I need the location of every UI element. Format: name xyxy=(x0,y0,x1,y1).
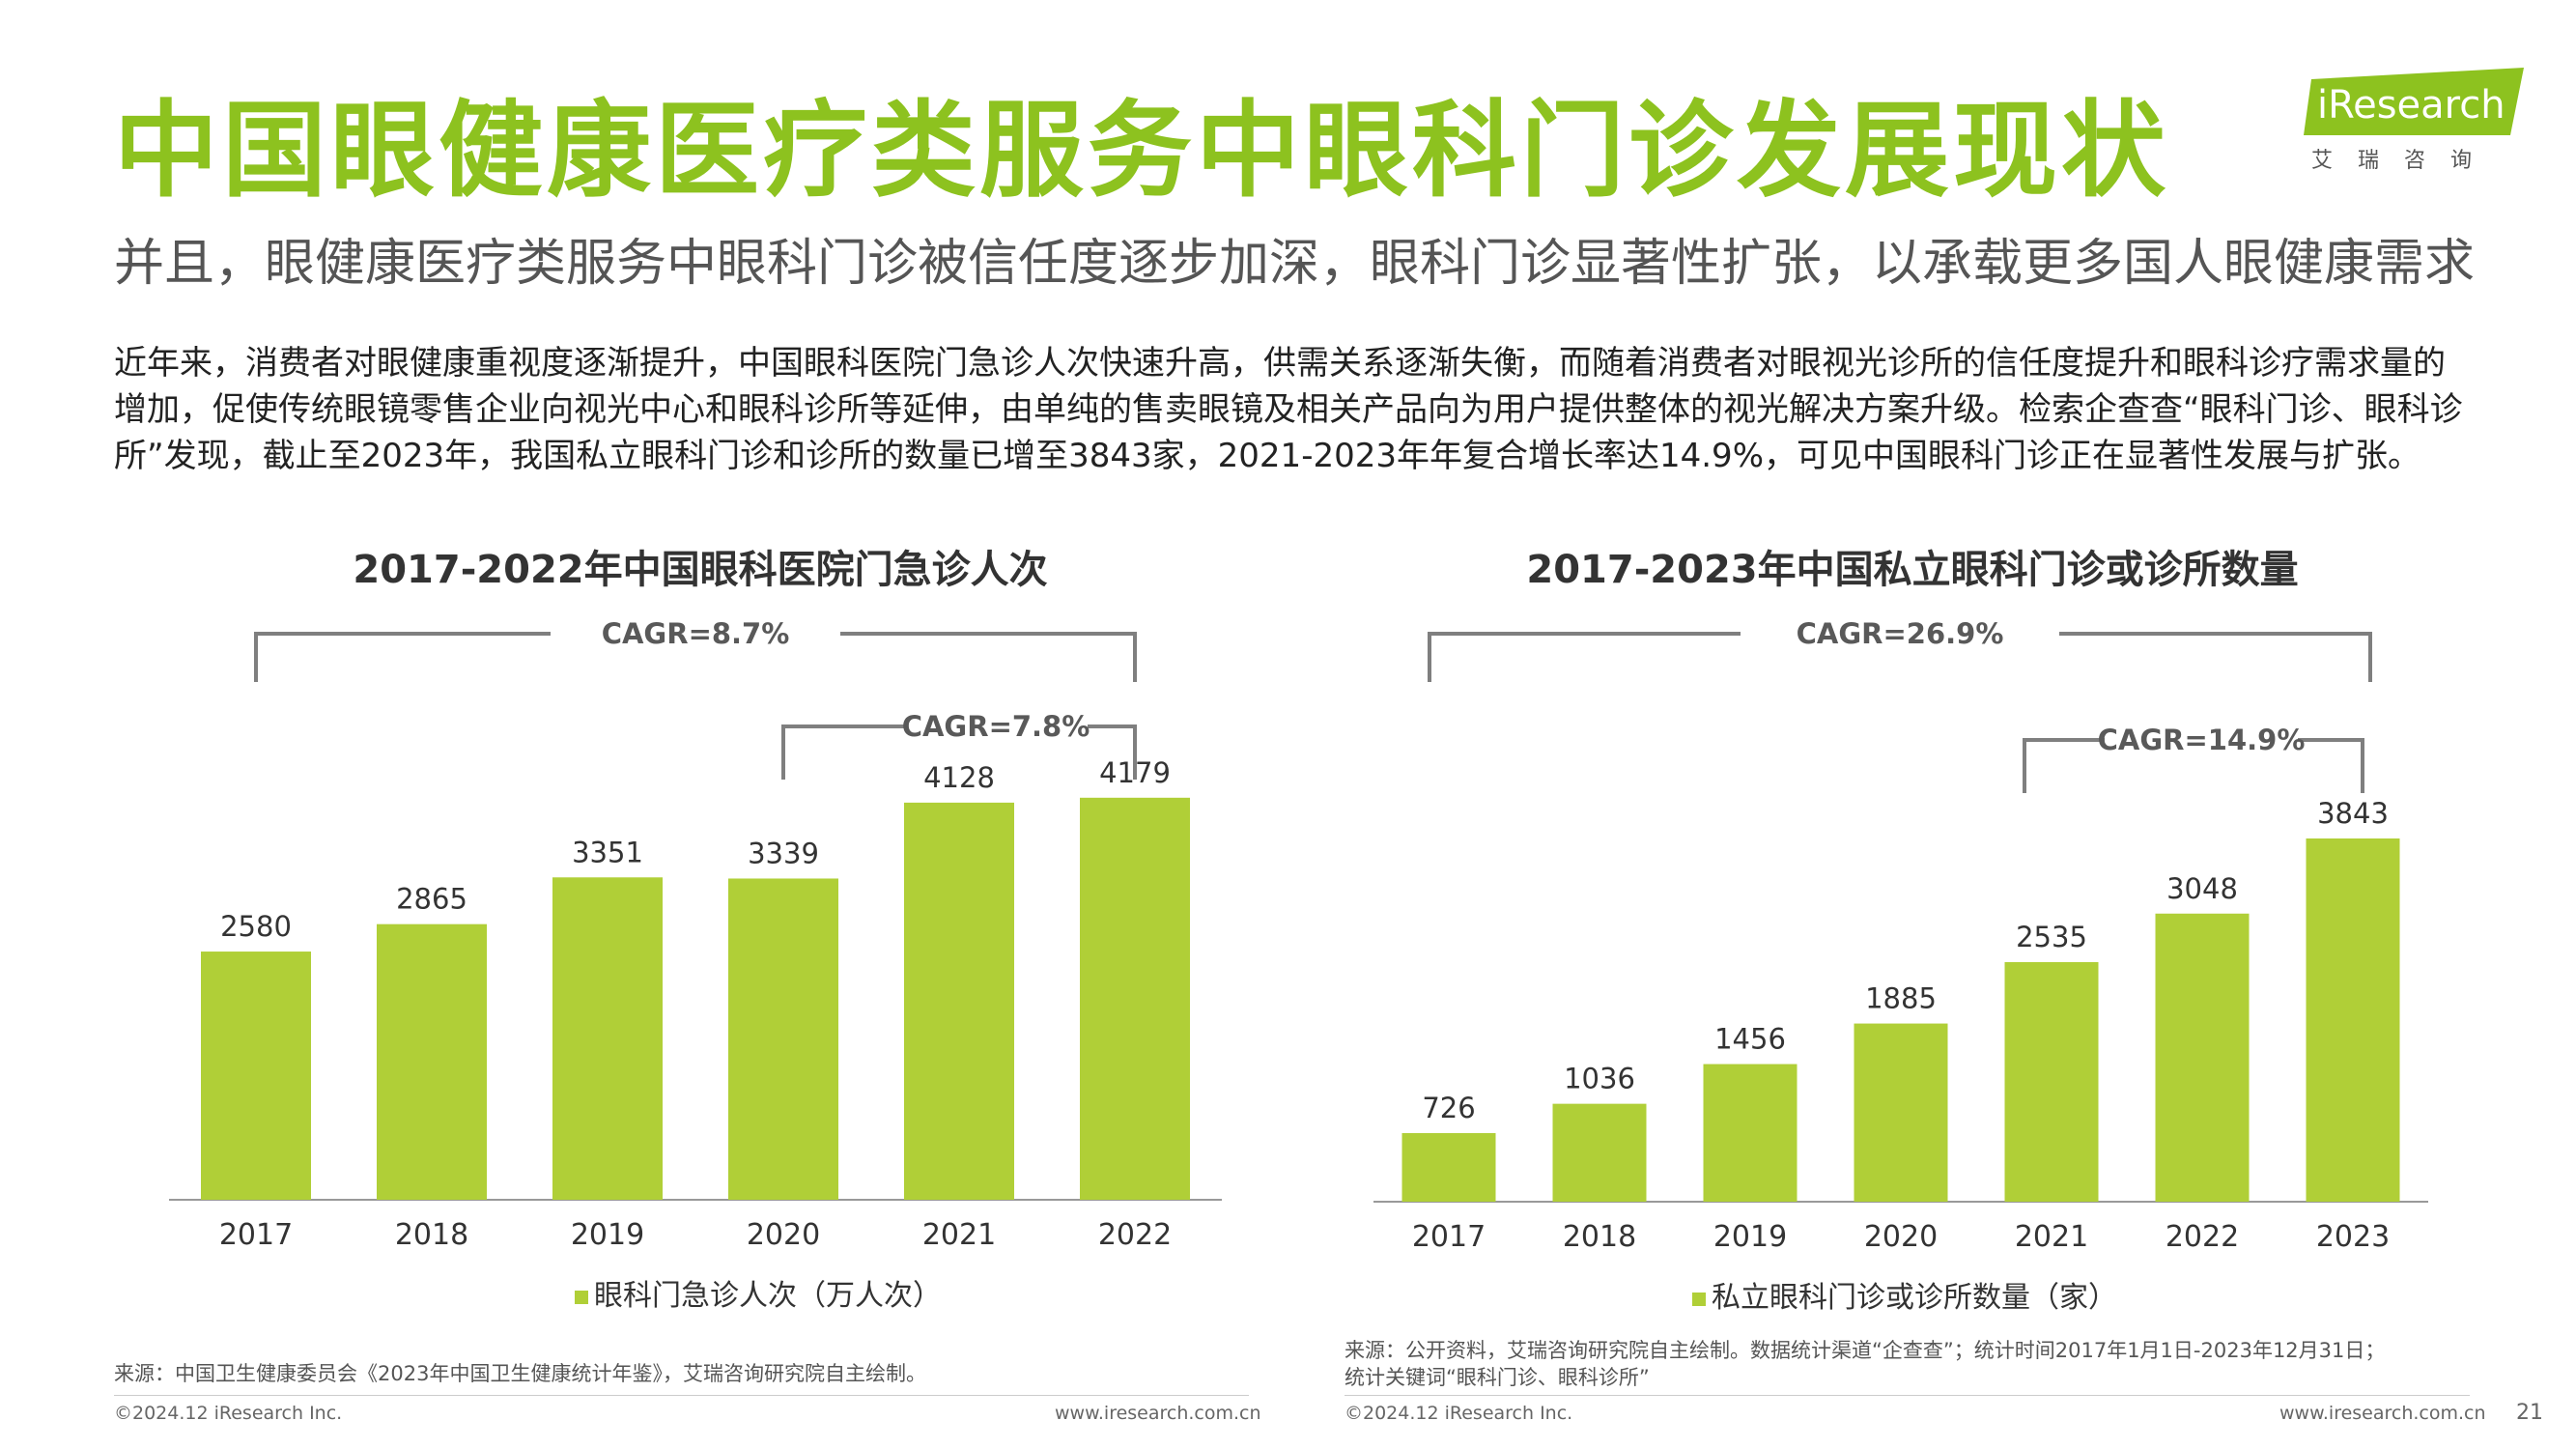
data-label: 2865 xyxy=(396,883,467,916)
data-label: 1036 xyxy=(1564,1063,1635,1095)
data-label: 3048 xyxy=(2166,872,2238,905)
footer-copyright-left: ©2024.12 iResearch Inc. xyxy=(114,1403,343,1424)
cagr-bracket xyxy=(2059,632,2372,682)
cagr-label: CAGR=7.8% xyxy=(902,710,1090,743)
footer-url-left[interactable]: www.iresearch.com.cn xyxy=(1055,1403,1261,1424)
data-label: 1456 xyxy=(1714,1023,1786,1056)
bar xyxy=(2155,913,2250,1202)
x-tick-label: 2018 xyxy=(1563,1220,1636,1254)
footer-copyright-right: ©2024.12 iResearch Inc. xyxy=(1345,1403,1573,1424)
logo-banner-icon xyxy=(2304,68,2524,135)
x-tick-label: 2018 xyxy=(395,1218,468,1252)
bar xyxy=(1552,1103,1647,1202)
cagr-bracket xyxy=(2298,738,2364,793)
data-label: 2580 xyxy=(220,910,292,943)
x-tick-label: 2019 xyxy=(1713,1220,1787,1254)
bar xyxy=(1854,1023,1948,1202)
bar-chart-right: 726 2017 1036 2018 1456 2019 1885 2020 2535 2021 3… xyxy=(1373,617,2428,1254)
bar xyxy=(1080,797,1190,1200)
bar xyxy=(552,877,663,1200)
x-tick-label: 2019 xyxy=(571,1218,644,1252)
source-note-right-line1: 来源：公开资料，艾瑞咨询研究院自主绘制。数据统计渠道“企查查”；统计时间2017… xyxy=(1345,1339,2386,1362)
x-tick-label: 2017 xyxy=(219,1218,293,1252)
chart-title-right: 2017-2023年中国私立眼科门诊或诊所数量 xyxy=(1526,548,2299,592)
cagr-bracket xyxy=(1088,724,1137,780)
x-tick-label: 2017 xyxy=(1412,1220,1486,1254)
data-label: 1885 xyxy=(1865,982,1937,1015)
chart-title-left: 2017-2022年中国眼科医院门急诊人次 xyxy=(353,548,1048,592)
source-note-right-line2: 统计关键词“眼科门诊、眼科诊所” xyxy=(1345,1366,1650,1389)
source-note-left: 来源：中国卫生健康委员会《2023年中国卫生健康统计年鉴》，艾瑞咨询研究院自主绘… xyxy=(114,1362,926,1385)
data-label: 3351 xyxy=(572,836,643,868)
footer-divider-right xyxy=(1345,1395,2470,1396)
data-label: 4128 xyxy=(923,761,995,794)
bar xyxy=(904,802,1014,1200)
page-number: 21 xyxy=(2516,1401,2543,1425)
bar xyxy=(377,923,487,1200)
logo-wordmark: iResearch xyxy=(2317,83,2505,128)
bar-chart-left: 2580 2017 2865 2018 3351 2019 3339 2020 4128 2021… xyxy=(169,617,1222,1252)
cagr-bracket xyxy=(840,632,1137,682)
x-tick-label: 2020 xyxy=(1864,1220,1938,1254)
bar xyxy=(2306,838,2400,1202)
legend-right: 私立眼科门诊或诊所数量（家） xyxy=(1692,1279,2117,1318)
cagr-bracket xyxy=(254,632,551,682)
page-subtitle: 并且，眼健康医疗类服务中眼科门诊被信任度逐步加深，眼科门诊显著性扩张，以承载更多… xyxy=(114,235,2476,293)
bar xyxy=(1401,1132,1496,1202)
logo-chinese-text: 艾瑞咨询 xyxy=(2311,149,2498,173)
cagr-label: CAGR=14.9% xyxy=(2098,724,2306,756)
legend-label-left: 眼科门急诊人次（万人次） xyxy=(594,1279,942,1313)
x-tick-label: 2022 xyxy=(2166,1220,2239,1254)
cagr-label: CAGR=26.9% xyxy=(1797,617,2004,650)
legend-left: 眼科门急诊人次（万人次） xyxy=(575,1277,942,1316)
bar xyxy=(201,952,311,1200)
bar xyxy=(728,878,838,1200)
data-label: 726 xyxy=(1422,1092,1475,1124)
data-label: 3339 xyxy=(748,837,819,869)
intro-paragraph: 近年来，消费者对眼健康重视度逐渐提升，中国眼科医院门急诊人次快速升高，供需关系逐… xyxy=(114,344,2463,475)
footer-url-right[interactable]: www.iresearch.com.cn xyxy=(2279,1403,2486,1424)
footer-divider-left xyxy=(114,1395,1249,1396)
x-tick-label: 2022 xyxy=(1098,1218,1172,1252)
legend-swatch-icon xyxy=(575,1290,588,1304)
cagr-bracket xyxy=(2023,738,2105,793)
page-title: 中国眼健康医疗类服务中眼科门诊发展现状 xyxy=(114,91,2170,212)
x-tick-label: 2020 xyxy=(747,1218,820,1252)
data-label: 2535 xyxy=(2016,921,2087,953)
bar xyxy=(1703,1064,1798,1202)
bar xyxy=(2004,961,2099,1202)
x-tick-label: 2021 xyxy=(2015,1220,2088,1254)
cagr-label: CAGR=8.7% xyxy=(602,617,790,650)
cagr-bracket xyxy=(1428,632,1741,682)
x-tick-label: 2023 xyxy=(2316,1220,2390,1254)
legend-label-right: 私立眼科门诊或诊所数量（家） xyxy=(1712,1281,2117,1315)
cagr-bracket xyxy=(781,724,904,780)
legend-swatch-icon xyxy=(1692,1292,1706,1306)
data-label: 3843 xyxy=(2317,797,2389,830)
iresearch-logo: iResearch 艾瑞咨询 xyxy=(2304,66,2526,173)
x-tick-label: 2021 xyxy=(922,1218,996,1252)
